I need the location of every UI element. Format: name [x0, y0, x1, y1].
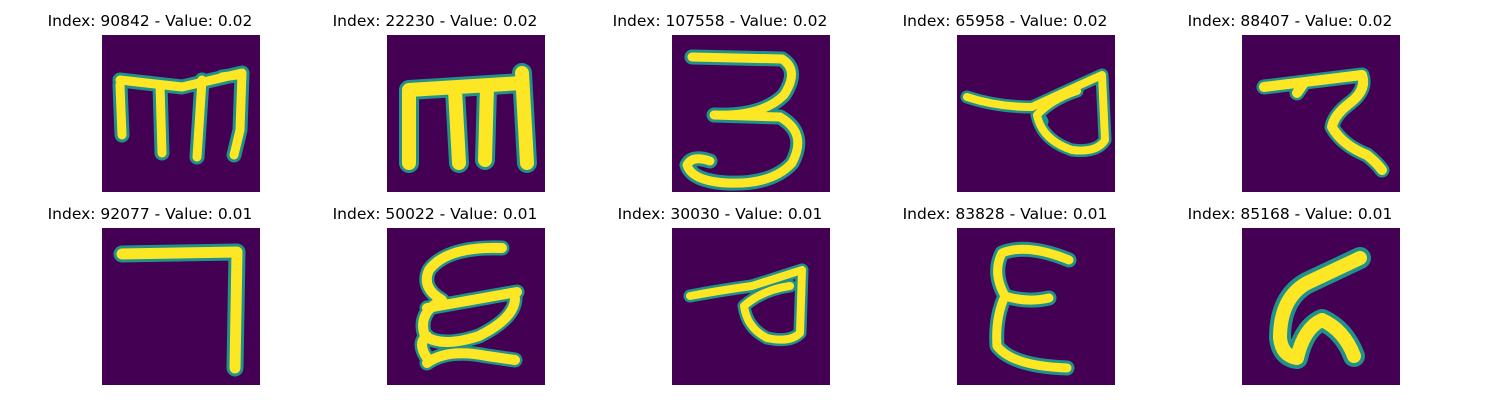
- digit-image: [1242, 228, 1400, 385]
- grid-cell-6: Index: 92077 - Value: 0.01: [0, 193, 300, 386]
- panel-title: Index: 83828 - Value: 0.01: [902, 205, 1108, 223]
- digit-image: [1242, 35, 1400, 192]
- grid-cell-4: Index: 65958 - Value: 0.02: [855, 0, 1155, 193]
- digit-image: [672, 228, 830, 385]
- panel-title: Index: 90842 - Value: 0.02: [47, 12, 253, 30]
- digit-image: [957, 228, 1115, 385]
- glyph-g-swirl: [1269, 247, 1371, 369]
- glyph-m-script-open: [112, 65, 250, 165]
- digit-image: [102, 228, 260, 385]
- panel-title: Index: 92077 - Value: 0.01: [47, 205, 253, 223]
- grid-cell-10: Index: 85168 - Value: 0.01: [1140, 193, 1440, 386]
- glyph-m-script-bold: [399, 63, 537, 173]
- glyph-loop-left-tail: [960, 68, 1112, 157]
- glyph-epsilon: [989, 241, 1077, 376]
- grid-cell-7: Index: 50022 - Value: 0.01: [285, 193, 585, 386]
- grid-cell-5: Index: 88407 - Value: 0.02: [1140, 0, 1440, 193]
- digit-image: [102, 35, 260, 192]
- grid-cell-3: Index: 107558 - Value: 0.02: [570, 0, 870, 193]
- digit-image: [387, 35, 545, 192]
- glyph-seven-bar: [113, 243, 246, 377]
- grid-cell-2: Index: 22230 - Value: 0.02: [285, 0, 585, 193]
- digit-image: [387, 228, 545, 385]
- digit-image: [957, 35, 1115, 192]
- glyph-loop-left-tail-small: [683, 263, 809, 347]
- panel-title: Index: 50022 - Value: 0.01: [332, 205, 538, 223]
- digit-image: [672, 35, 830, 192]
- glyph-three-hook: [679, 49, 806, 191]
- panel-title: Index: 85168 - Value: 0.01: [1187, 205, 1393, 223]
- panel-title: Index: 30030 - Value: 0.01: [617, 205, 823, 223]
- panel-title: Index: 65958 - Value: 0.02: [902, 12, 1108, 30]
- glyph-z-swirl: [1256, 67, 1390, 178]
- grid-cell-1: Index: 90842 - Value: 0.02: [0, 0, 300, 193]
- grid-cell-9: Index: 83828 - Value: 0.01: [855, 193, 1155, 386]
- panel-title: Index: 22230 - Value: 0.02: [332, 12, 538, 30]
- grid-cell-8: Index: 30030 - Value: 0.01: [570, 193, 870, 386]
- panel-title: Index: 107558 - Value: 0.02: [612, 12, 828, 30]
- glyph-double-epsilon: [414, 240, 525, 371]
- panel-title: Index: 88407 - Value: 0.02: [1187, 12, 1393, 30]
